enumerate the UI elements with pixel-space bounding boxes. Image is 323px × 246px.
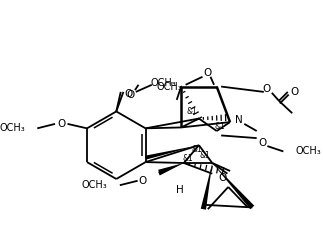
Text: OCH₃: OCH₃ — [82, 180, 108, 190]
Polygon shape — [212, 163, 254, 209]
Text: O: O — [258, 138, 266, 148]
Text: O: O — [57, 119, 65, 129]
Text: &1: &1 — [186, 107, 197, 116]
Text: O: O — [125, 89, 133, 99]
Text: OCH₃: OCH₃ — [0, 123, 25, 133]
Text: N: N — [235, 115, 243, 125]
Text: OCH₃: OCH₃ — [156, 82, 182, 92]
Polygon shape — [158, 163, 184, 174]
Text: &1: &1 — [200, 151, 211, 160]
Text: O: O — [219, 173, 227, 183]
Polygon shape — [145, 145, 199, 160]
Polygon shape — [201, 163, 212, 210]
Polygon shape — [158, 163, 184, 175]
Text: O: O — [139, 176, 147, 186]
Text: O: O — [126, 90, 135, 100]
Text: &1: &1 — [183, 154, 194, 163]
Text: &1: &1 — [192, 145, 203, 154]
Text: OCH₃: OCH₃ — [151, 78, 177, 88]
Text: &1: &1 — [214, 122, 225, 131]
Text: O: O — [204, 68, 212, 78]
Text: H: H — [175, 185, 183, 195]
Text: OCH₃: OCH₃ — [296, 146, 322, 156]
Text: O: O — [290, 87, 298, 97]
Text: O: O — [262, 84, 271, 94]
